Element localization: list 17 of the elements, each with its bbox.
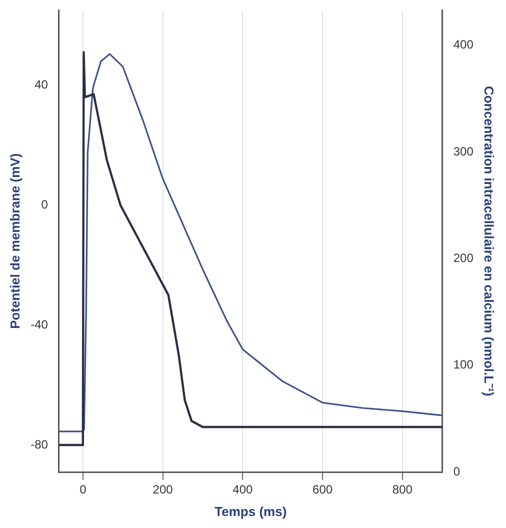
x-tick-label: 600 xyxy=(312,482,333,497)
y-tick-label: 40 xyxy=(34,77,48,92)
x-tick-label: 200 xyxy=(152,482,174,497)
x-tick-label: 400 xyxy=(232,482,254,497)
y-tick-label: -80 xyxy=(30,437,48,452)
x-axis-title: Temps (ms) xyxy=(214,504,287,519)
y2-axis-title: Concentration intracellulaire en calcium (nmol.L⁻¹) xyxy=(482,86,497,396)
y-axis-title: Potentiel de membrane (mV) xyxy=(7,153,22,329)
y2-tick-label: 0 xyxy=(453,464,460,478)
y-tick-label: -40 xyxy=(30,317,48,332)
y2-tick-label: 100 xyxy=(453,358,474,372)
y2-tick-label: 400 xyxy=(453,38,474,52)
y2-tick-label: 300 xyxy=(453,144,474,158)
x-tick-label: 800 xyxy=(392,482,413,497)
x-tick-label: 0 xyxy=(80,482,87,497)
y-tick-label: 0 xyxy=(41,197,48,212)
y2-tick-label: 200 xyxy=(453,251,474,266)
